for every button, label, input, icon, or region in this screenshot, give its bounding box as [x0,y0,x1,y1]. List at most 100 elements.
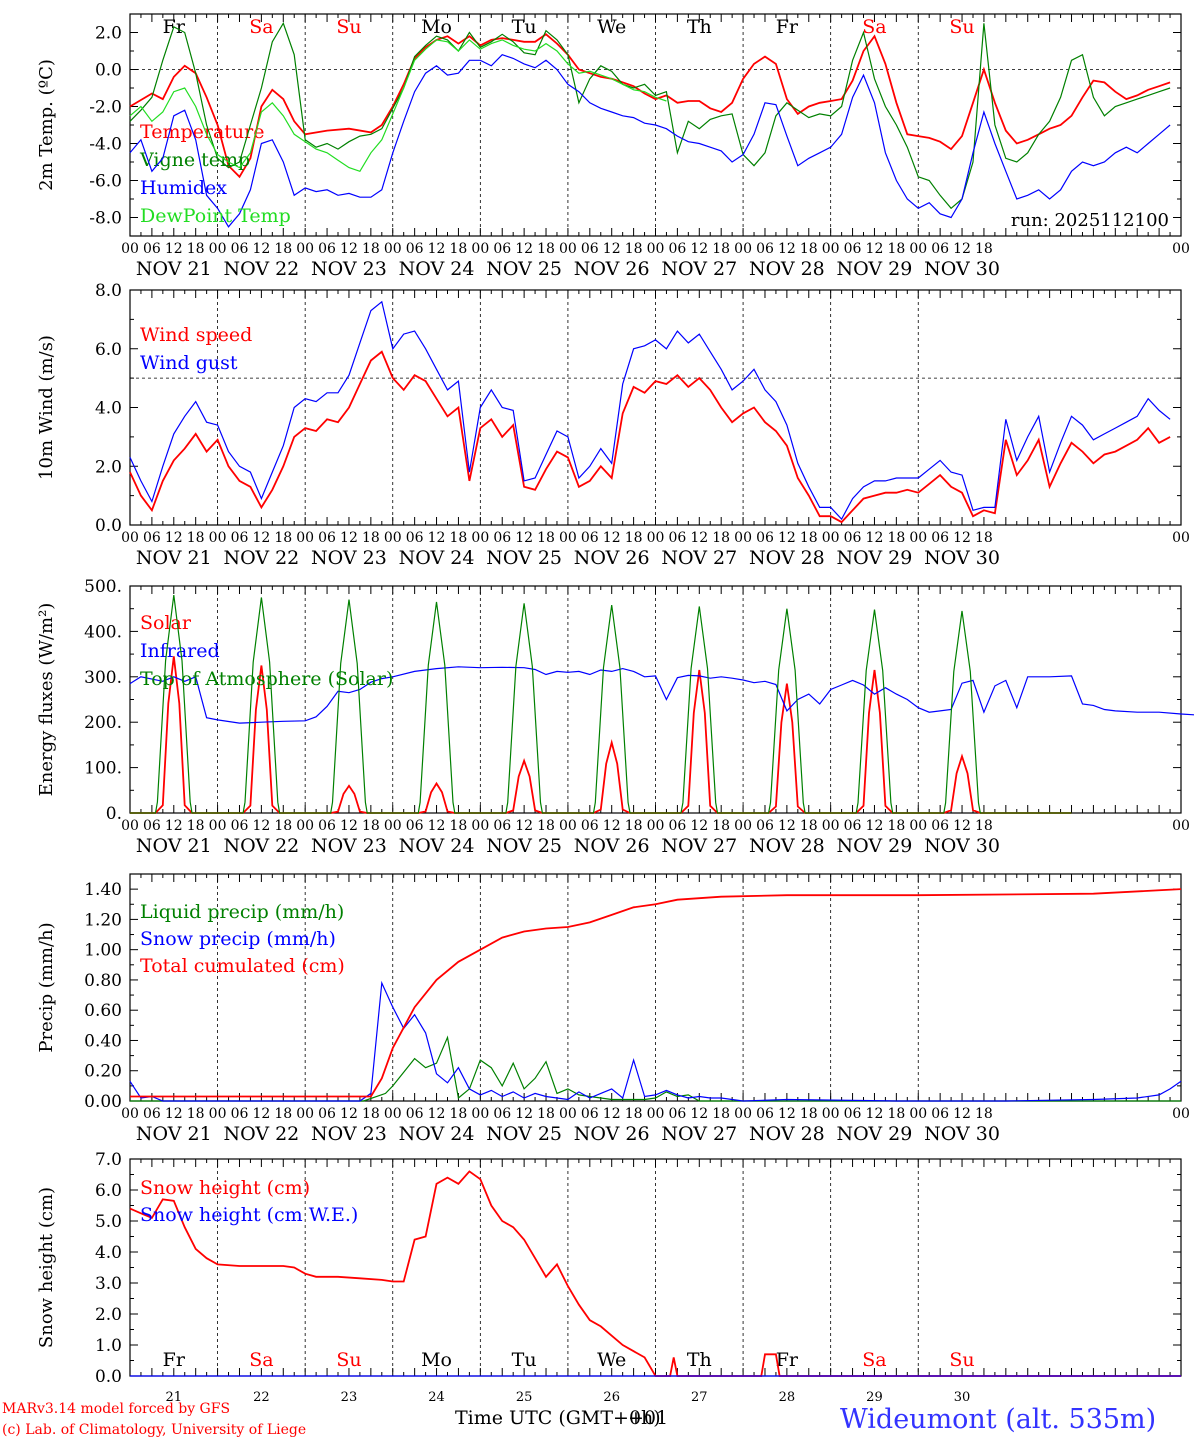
x-date-label: NOV 29 [837,835,913,857]
x-hour-label: 18 [887,1106,905,1122]
y-tick-label: 100. [84,759,122,779]
x-date-label: NOV 29 [837,547,913,569]
x-axis-label-overlap: +01 [628,1407,668,1429]
x-hour-label: 00 [559,241,577,257]
x-hour-label: 12 [953,1106,971,1122]
x-hour-label: 06 [581,241,599,257]
x-hour-label: 00 [909,241,927,257]
y-tick-label: 5.0 [95,1212,122,1232]
x-hour-label: 06 [844,241,862,257]
legend-snow-precip-mm-h-: Snow precip (mm/h) [140,928,336,950]
y-tick-label: 7.0 [95,1150,122,1170]
y-axis-label: Energy fluxes (W/m²) [36,603,57,797]
y-tick-label: 2.0 [95,24,122,44]
x-date-label: NOV 25 [486,547,562,569]
weekday-label: Sa [862,16,886,38]
run-label: run: 2025112100 [1011,210,1169,231]
x-hour-label: 06 [493,1106,511,1122]
weekday-label: Fr [163,1349,186,1371]
x-date-label: NOV 22 [223,835,299,857]
x-hour-label: 06 [668,1106,686,1122]
y-axis-label: 2m Temp. (ºC) [36,59,57,191]
x-hour-label: 12 [515,241,533,257]
x-day-number: 24 [428,1390,445,1405]
weekday-label: Mo [421,16,452,38]
y-tick-label: -6.0 [89,172,122,192]
x-axis-label: Time UTC (GMT+0h) [455,1407,661,1429]
legend-liquid-precip-mm-h-: Liquid precip (mm/h) [140,901,344,923]
x-hour-label: 18 [274,241,292,257]
x-day-number: 23 [341,1390,358,1405]
y-tick-label: 200. [84,713,122,733]
weekday-label: Th [687,16,712,38]
x-hour-label: 12 [866,1106,884,1122]
x-day-number: 26 [603,1390,620,1405]
x-hour-label: 18 [887,530,905,546]
x-hour-label: 12 [953,241,971,257]
x-date-label: NOV 23 [311,835,387,857]
panel-energy: 0. 100. 200. 300. 400. 500. Energy fluxes (W/m… [36,577,1194,857]
x-date-label: NOV 21 [136,835,212,857]
legend-top-of-atmosphere-solar-: Top of Atmosphere (Solar) [140,668,393,690]
x-date-label: NOV 22 [223,258,299,280]
x-hour-label: 12 [340,241,358,257]
x-hour-label: 00 [647,818,665,834]
x-date-label: NOV 27 [661,1123,737,1145]
x-hour-label: 12 [165,818,183,834]
weekday-label: Tu [512,1349,537,1371]
x-hour-label: 06 [844,818,862,834]
x-hour-label: 06 [231,241,249,257]
lab-credit: (c) Lab. of Climatology, University of L… [2,1422,306,1438]
y-tick-label: 0.0 [95,1367,122,1387]
x-hour-label: 12 [252,530,270,546]
x-hour-label: 18 [887,241,905,257]
x-hour-label: 12 [866,530,884,546]
x-hour-label: 06 [756,241,774,257]
x-hour-label: 18 [362,530,380,546]
x-hour-label: 00 [121,530,139,546]
x-hour-label: 06 [318,1106,336,1122]
x-hour-label: 18 [712,241,730,257]
weekday-label: Fr [776,16,799,38]
x-hour-label: 12 [428,818,446,834]
x-hour-label: 12 [515,530,533,546]
x-hour-label: 18 [625,1106,643,1122]
x-hour-label: 06 [143,530,161,546]
x-date-label: NOV 28 [749,258,825,280]
x-hour-label: 00 [471,530,489,546]
y-tick-label: 0.40 [84,1031,122,1051]
x-hour-label: 06 [581,530,599,546]
x-hour-label: 12 [778,241,796,257]
y-tick-label: 8.0 [95,281,122,301]
y-tick-label: -8.0 [89,209,122,229]
y-tick-label: 0.80 [84,971,122,991]
weekday-label: Sa [249,1349,273,1371]
weekday-label: Su [336,16,361,38]
weekday-label: Th [687,1349,712,1371]
legend-wind-speed: Wind speed [140,324,252,346]
x-day-number: 21 [166,1390,183,1405]
y-tick-label: 3.0 [95,1274,122,1294]
x-date-label: NOV 29 [837,258,913,280]
weekday-label: Sa [249,16,273,38]
x-date-label: NOV 21 [136,1123,212,1145]
x-hour-label: 06 [493,818,511,834]
x-date-label: NOV 27 [661,835,737,857]
y-tick-label: 0.0 [95,516,122,536]
x-hour-label: 00 [209,1106,227,1122]
x-hour-label: 18 [274,1106,292,1122]
y-tick-label: 500. [84,577,122,597]
x-hour-label: 00 [822,530,840,546]
legend-infrared: Infrared [140,640,220,662]
x-date-label: NOV 26 [574,835,650,857]
x-hour-label: 06 [493,530,511,546]
x-hour-label: 00 [559,530,577,546]
y-tick-label: 1.20 [84,910,122,930]
y-tick-label: 6.0 [95,340,122,360]
x-hour-label: 06 [931,1106,949,1122]
x-hour-label: 00 [209,818,227,834]
x-hour-label: 18 [712,818,730,834]
y-tick-label: 2.0 [95,457,122,477]
x-hour-label: 06 [931,818,949,834]
